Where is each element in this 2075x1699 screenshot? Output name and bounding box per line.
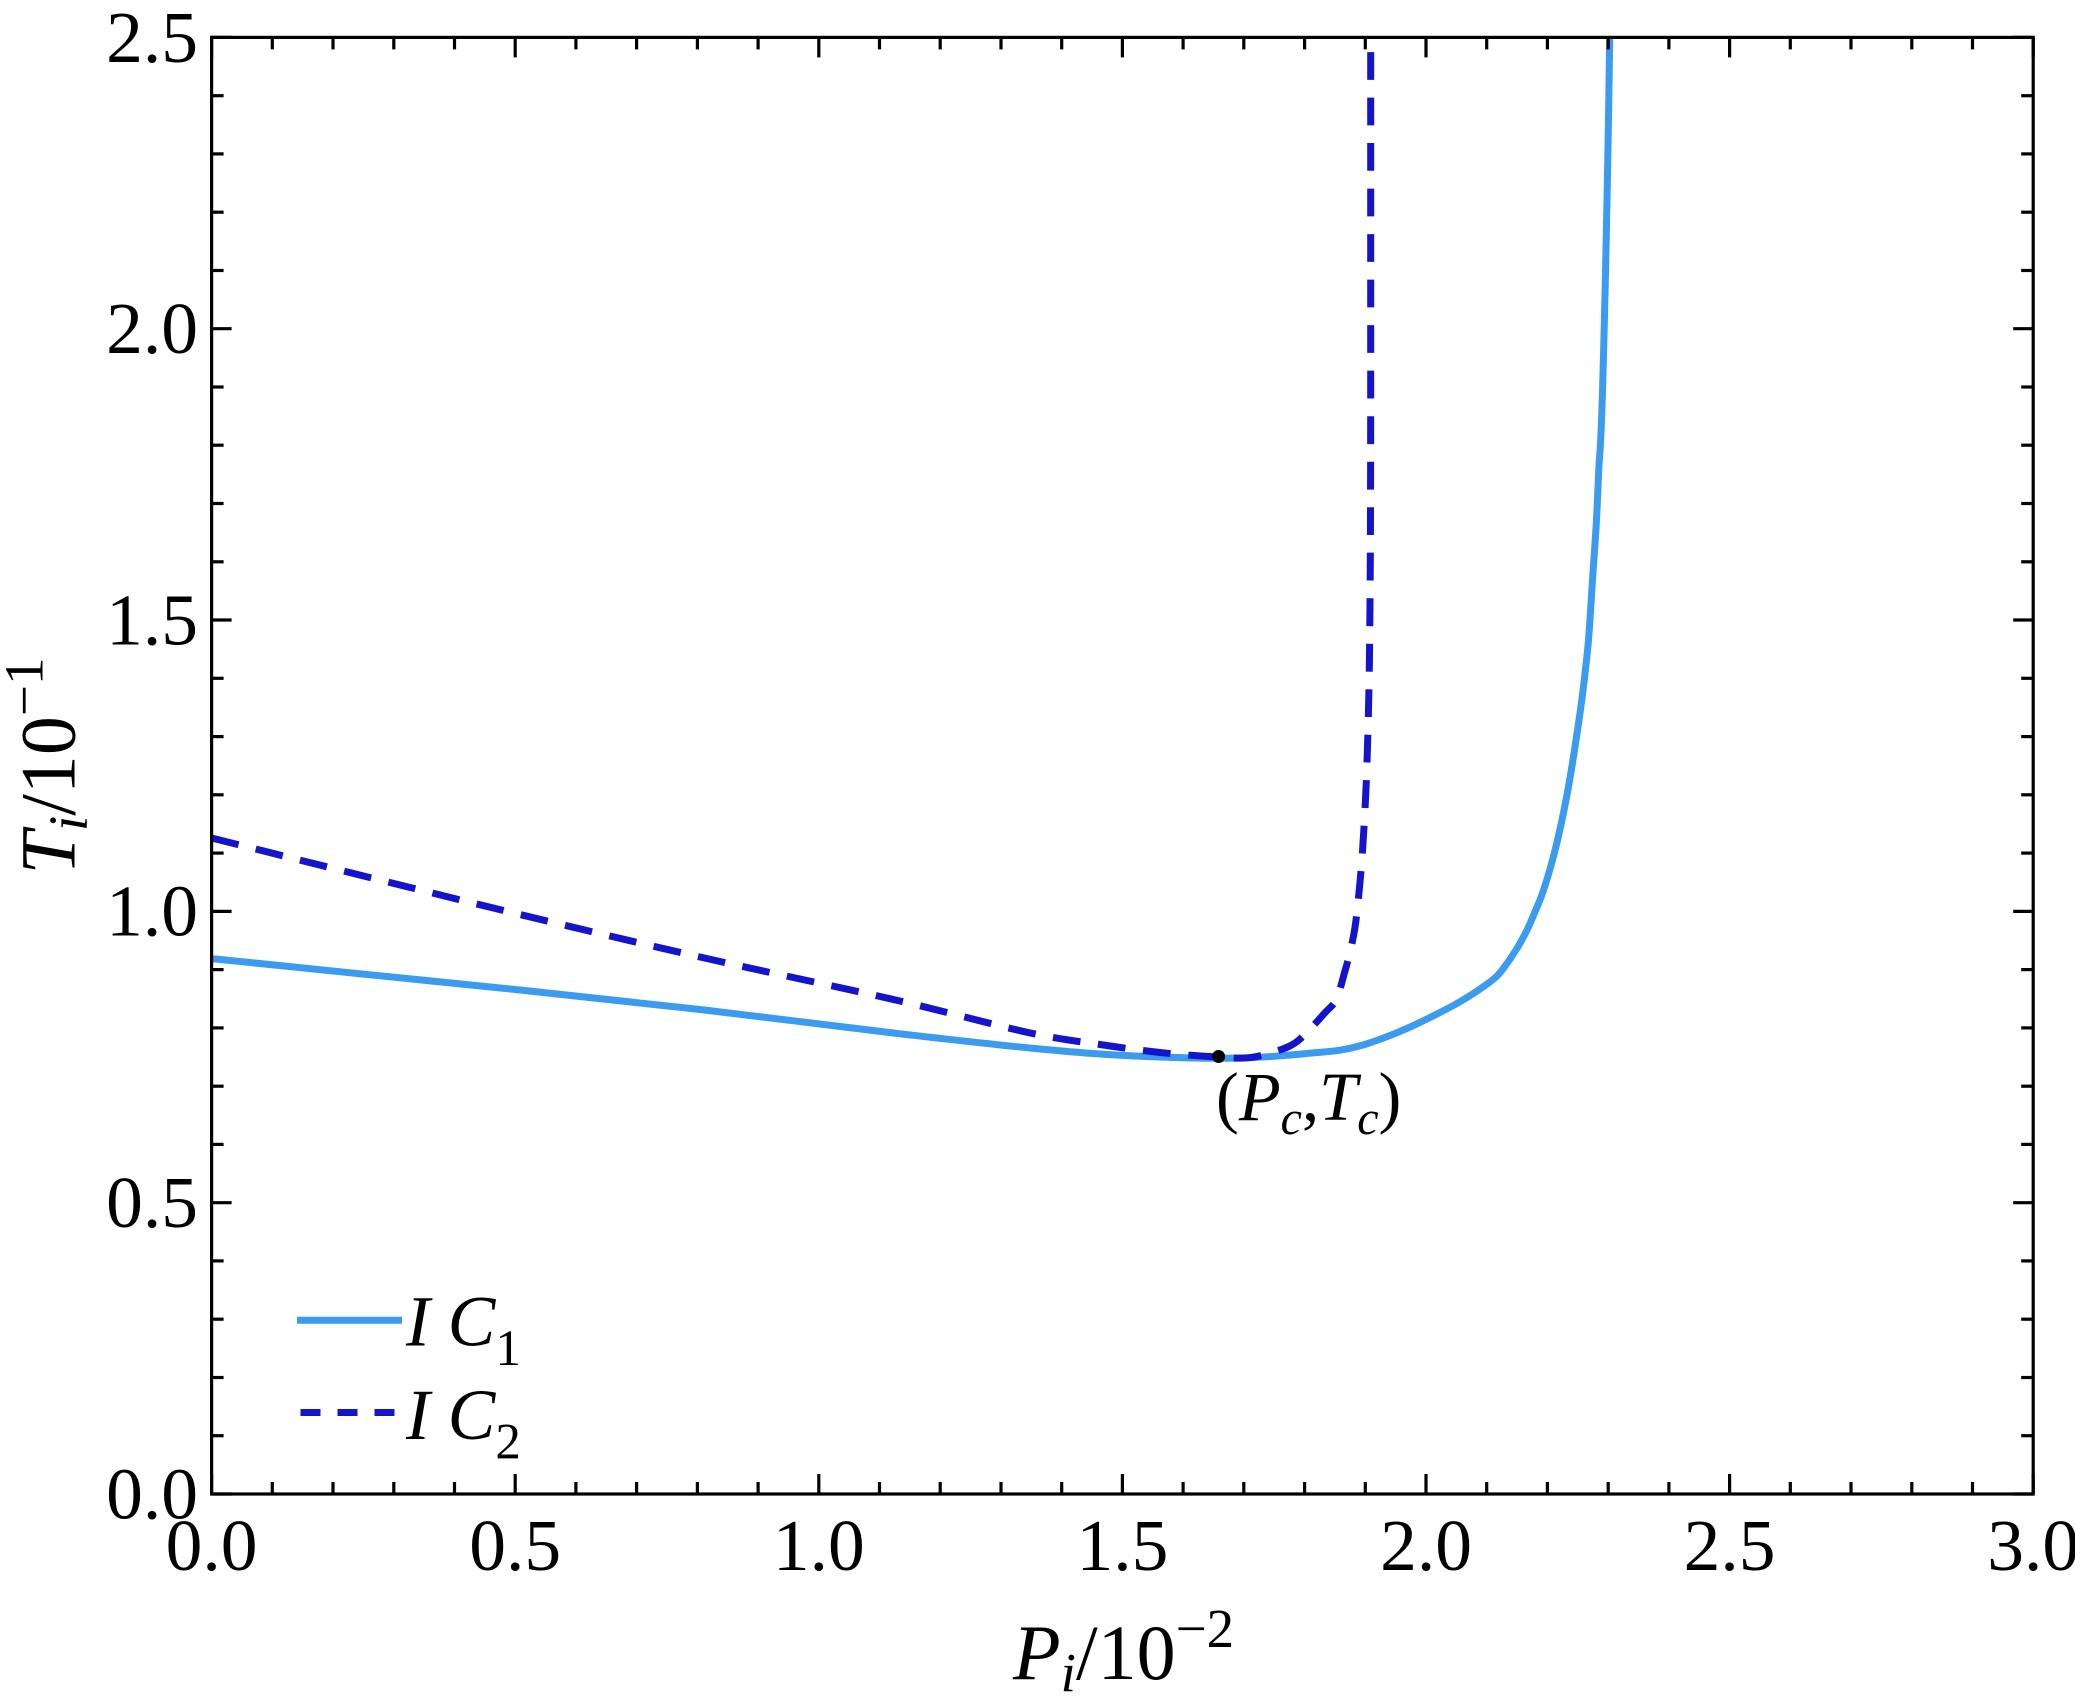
svg-text:2.5: 2.5 xyxy=(1684,1505,1776,1586)
svg-text:1.5: 1.5 xyxy=(106,579,198,660)
svg-text:2.0: 2.0 xyxy=(106,288,198,369)
svg-text:0.0: 0.0 xyxy=(166,1505,258,1586)
svg-text:1.5: 1.5 xyxy=(1076,1505,1168,1586)
svg-text:0.0: 0.0 xyxy=(106,1453,198,1534)
svg-text:I C1: I C1 xyxy=(405,1283,521,1378)
svg-text:Pi/10−2: Pi/10−2 xyxy=(1012,1598,1234,1694)
svg-text:Ti/10−1: Ti/10−1 xyxy=(0,658,99,875)
svg-text:0.5: 0.5 xyxy=(106,1162,198,1243)
svg-text:1.0: 1.0 xyxy=(773,1505,865,1586)
svg-text:2.5: 2.5 xyxy=(106,0,198,78)
svg-text:3.0: 3.0 xyxy=(1987,1505,2075,1586)
svg-text:0.5: 0.5 xyxy=(469,1505,561,1586)
svg-text:2.0: 2.0 xyxy=(1380,1505,1472,1586)
svg-text:1.0: 1.0 xyxy=(106,871,198,952)
svg-text:I C2: I C2 xyxy=(405,1376,521,1471)
svg-text:(Pc,Tc): (Pc,Tc) xyxy=(1216,1059,1401,1145)
